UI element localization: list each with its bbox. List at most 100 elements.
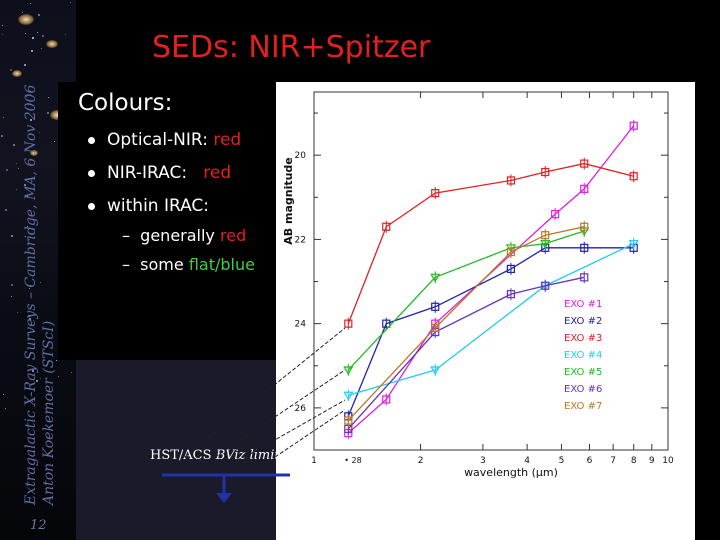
data-point <box>431 302 440 311</box>
data-point <box>629 121 638 130</box>
star-dot <box>16 189 17 190</box>
conference-line: Extragalactic X-Ray Surveys – Cambridge,… <box>23 84 39 505</box>
data-point <box>506 290 516 299</box>
data-point <box>382 395 391 404</box>
data-point <box>580 184 589 193</box>
data-point <box>580 222 589 231</box>
data-point <box>580 243 589 252</box>
star-dot <box>2 34 3 35</box>
star-dot <box>47 112 49 114</box>
star-dot <box>24 184 26 186</box>
bullet-dot <box>88 136 95 144</box>
data-point <box>430 366 441 376</box>
bullet-optical-nir: Optical-NIR: red <box>88 130 241 150</box>
star-dot <box>27 226 28 227</box>
y-tick-label: 22 <box>295 235 306 245</box>
star-dot <box>5 209 7 211</box>
bullet-dot <box>88 169 95 177</box>
star-dot <box>22 12 23 13</box>
star-dot <box>11 284 13 286</box>
colours-heading: Colours: <box>78 90 173 116</box>
x-tick-label: 10 <box>662 456 674 466</box>
bullet-nir-irac: NIR-IRAC: red <box>88 163 231 183</box>
galaxy-blob <box>18 14 34 25</box>
x-tick-label: 5 <box>559 456 565 466</box>
x-tick-label: 1 <box>311 456 317 466</box>
series-line <box>347 125 635 434</box>
y-tick-label: 24 <box>295 320 307 330</box>
legend-entry: EXO #1 <box>564 299 602 310</box>
data-point <box>551 210 560 219</box>
series-line <box>347 276 585 430</box>
data-point <box>541 231 550 240</box>
star-dot <box>11 296 12 297</box>
star-dot <box>5 408 6 409</box>
legend-entry: EXO #4 <box>564 350 602 361</box>
plot-frame <box>313 91 669 451</box>
data-point <box>431 188 440 198</box>
star-dot <box>40 378 41 379</box>
star-dot <box>48 97 49 98</box>
star-dot <box>30 3 31 4</box>
data-point <box>506 264 516 273</box>
star-dot <box>3 117 4 118</box>
bullet-dot <box>88 202 95 210</box>
x-tick-label: 6 <box>587 456 593 466</box>
sed-chart: 1 2 3 4 5 6 7 8 9 10 20 22 24 26 • 28 wavelength (μm) AB… <box>276 82 695 540</box>
chart-svg: 1 2 3 4 5 6 7 8 9 10 20 22 24 26 • 28 wavelength (μm) AB… <box>282 91 674 479</box>
data-point <box>343 366 354 376</box>
data-point <box>431 323 440 332</box>
star-dot <box>29 318 31 320</box>
star-dot <box>30 285 31 286</box>
star-dot <box>70 2 71 3</box>
page-number: 12 <box>30 518 47 533</box>
star-dot <box>17 312 18 313</box>
data-point <box>506 176 516 185</box>
star-dot <box>38 14 40 16</box>
conference-footer: Extragalactic X-Ray Surveys – Cambridge,… <box>22 85 58 505</box>
series-line <box>347 226 585 421</box>
galaxy-blob <box>50 110 64 120</box>
star-dot <box>37 32 38 33</box>
data-point <box>506 247 516 257</box>
star-dot <box>71 372 72 373</box>
star-dot <box>30 119 32 121</box>
star-dot <box>36 380 38 382</box>
star-dot <box>25 33 26 34</box>
star-dot <box>29 288 30 289</box>
star-dot <box>41 48 42 49</box>
y-tick-label: 26 <box>295 404 307 414</box>
star-dot <box>3 394 4 395</box>
galaxy-blob <box>46 40 58 48</box>
star-dot <box>26 96 27 97</box>
star-dot <box>1 135 3 137</box>
x-tick-label: 3 <box>480 456 486 466</box>
extra-tick-label: • 28 <box>344 456 361 465</box>
star-dot <box>32 37 34 39</box>
star-dot <box>6 169 8 171</box>
sub-bullet-some: – some flat/blue <box>122 255 255 274</box>
star-dot <box>2 25 3 26</box>
star-dot <box>32 370 34 372</box>
data-point <box>382 319 391 328</box>
series-line <box>348 243 634 396</box>
sub-bullet-generally: – generally red <box>122 226 247 245</box>
data-point <box>541 281 550 290</box>
star-dot <box>58 376 59 377</box>
data-point <box>541 167 550 177</box>
data-point <box>344 319 353 328</box>
x-axis-label: wavelength (μm) <box>464 466 558 479</box>
star-dot <box>27 196 28 197</box>
legend-entry: EXO #7 <box>564 401 602 412</box>
legend-entry: EXO #3 <box>564 333 602 344</box>
hst-limits-label: HST/ACS BViz limits <box>150 448 287 463</box>
star-dot <box>24 64 26 66</box>
y-tick-label: 20 <box>295 151 307 161</box>
author-line: Anton Koekemoer (STScI) <box>41 320 57 505</box>
data-point <box>628 240 639 249</box>
galaxy-blob <box>30 150 38 156</box>
x-tick-label: 9 <box>649 456 655 466</box>
data-point <box>580 273 589 282</box>
data-point <box>629 172 638 181</box>
data-point <box>580 159 589 168</box>
